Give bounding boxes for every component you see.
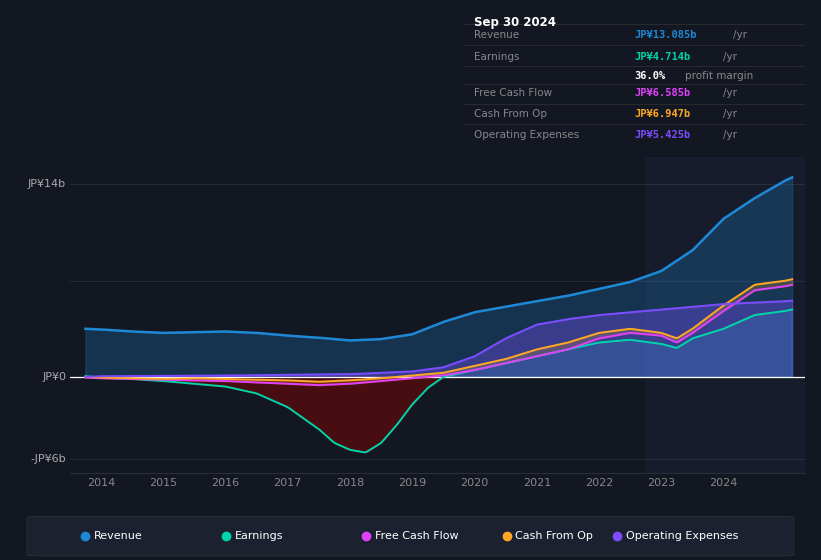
- Text: Revenue: Revenue: [474, 30, 519, 40]
- Text: JP¥5.425b: JP¥5.425b: [635, 130, 690, 139]
- Bar: [646, 157, 805, 473]
- Text: profit margin: profit margin: [686, 71, 754, 81]
- Text: Operating Expenses: Operating Expenses: [626, 531, 739, 541]
- Text: JP¥0: JP¥0: [42, 372, 67, 382]
- Text: Sep 30 2024: Sep 30 2024: [474, 16, 556, 29]
- Text: -JP¥6b: -JP¥6b: [30, 455, 67, 464]
- Text: Earnings: Earnings: [235, 531, 283, 541]
- Text: /yr: /yr: [723, 130, 737, 139]
- Text: JP¥6.947b: JP¥6.947b: [635, 109, 690, 119]
- Text: JP¥14b: JP¥14b: [28, 179, 67, 189]
- Text: Operating Expenses: Operating Expenses: [474, 130, 580, 139]
- Text: 36.0%: 36.0%: [635, 71, 666, 81]
- Text: Cash From Op: Cash From Op: [474, 109, 547, 119]
- Text: /yr: /yr: [723, 88, 737, 98]
- Text: Free Cash Flow: Free Cash Flow: [375, 531, 459, 541]
- Text: JP¥6.585b: JP¥6.585b: [635, 88, 690, 98]
- Text: JP¥13.085b: JP¥13.085b: [635, 30, 697, 40]
- Text: Free Cash Flow: Free Cash Flow: [474, 88, 553, 98]
- Text: /yr: /yr: [723, 109, 737, 119]
- Text: Earnings: Earnings: [474, 52, 520, 62]
- Text: Revenue: Revenue: [94, 531, 143, 541]
- Text: JP¥4.714b: JP¥4.714b: [635, 52, 690, 62]
- Text: /yr: /yr: [723, 52, 737, 62]
- Text: Cash From Op: Cash From Op: [516, 531, 594, 541]
- Text: /yr: /yr: [733, 30, 747, 40]
- FancyBboxPatch shape: [27, 516, 794, 556]
